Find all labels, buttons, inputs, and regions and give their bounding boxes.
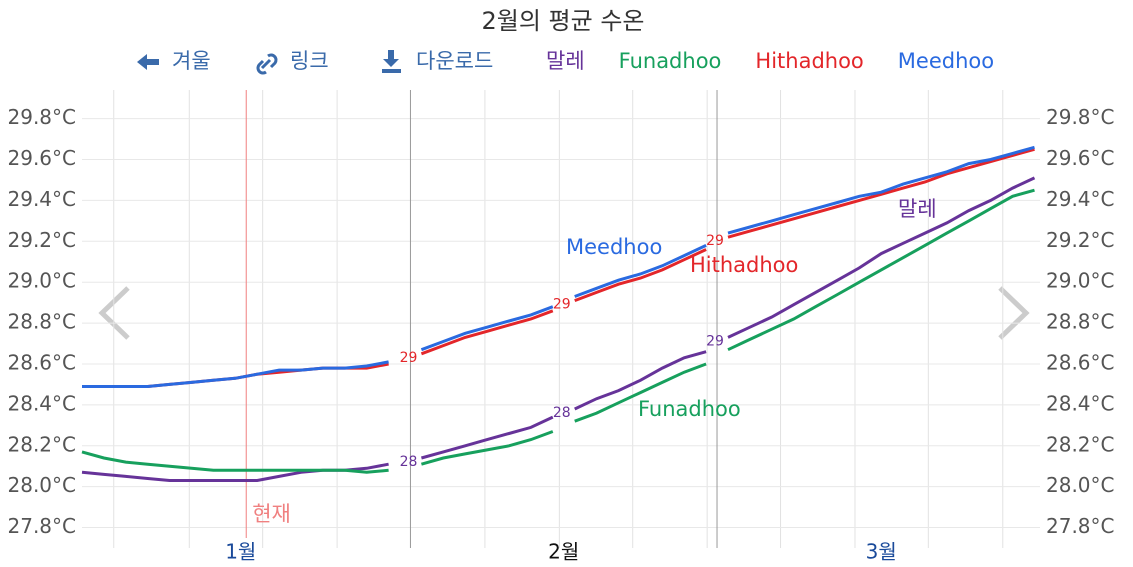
toolbar-download[interactable]: 다운로드 <box>416 49 493 73</box>
x-tick-label: 2월 <box>548 540 579 564</box>
now-label: 현재 <box>252 502 291 526</box>
y-tick-label-right: 28.6°C <box>1046 350 1115 374</box>
series-label: Funadhoo <box>638 397 741 421</box>
y-tick-label-right: 29.0°C <box>1046 269 1115 293</box>
x-tick-label: 1월 <box>225 540 256 564</box>
chart-title: 2월의 평균 수온 <box>481 7 644 35</box>
y-tick-label: 28.0°C <box>8 473 77 497</box>
point-label: 29 <box>400 350 418 366</box>
toolbar-link[interactable]: 링크 <box>290 49 329 73</box>
y-tick-label-right: 28.8°C <box>1046 310 1115 334</box>
point-label: 29 <box>706 333 724 349</box>
point-label: 28 <box>553 405 571 421</box>
y-tick-label: 28.8°C <box>8 310 77 334</box>
series-line <box>82 147 1035 388</box>
x-tick-label: 3월 <box>866 540 897 564</box>
y-tick-label-right: 28.0°C <box>1046 473 1115 497</box>
point-label: 28 <box>400 454 418 470</box>
y-tick-label: 28.4°C <box>8 391 77 415</box>
point-label: 29 <box>553 297 571 313</box>
legend-entry: 말레 <box>546 49 585 73</box>
y-tick-label-right: 29.6°C <box>1046 146 1115 170</box>
series-line <box>81 176 1036 482</box>
y-tick-label-right: 28.2°C <box>1046 432 1115 456</box>
legend-entry: Meedhoo <box>898 49 994 73</box>
back-icon[interactable] <box>137 54 159 70</box>
y-tick-label-right: 29.4°C <box>1046 187 1115 211</box>
series-line <box>82 145 1035 388</box>
download-icon[interactable] <box>382 50 401 73</box>
y-tick-label-right: 29.2°C <box>1046 228 1115 252</box>
y-tick-label: 28.2°C <box>8 432 77 456</box>
prev-arrow[interactable] <box>98 286 130 340</box>
series-label: Meedhoo <box>566 235 662 259</box>
y-tick-label-right: 27.8°C <box>1046 514 1115 538</box>
y-tick-label-right: 28.4°C <box>1046 391 1115 415</box>
y-tick-label: 28.6°C <box>8 350 77 374</box>
y-tick-label: 29.6°C <box>8 146 77 170</box>
toolbar: 겨울 링크 다운로드 <box>137 49 493 75</box>
link-icon[interactable] <box>256 53 278 75</box>
legend-entry: Hithadhoo <box>755 49 863 73</box>
y-tick-label: 29.4°C <box>8 187 77 211</box>
y-tick-label-right: 29.8°C <box>1046 105 1115 129</box>
y-tick-label: 29.8°C <box>8 105 77 129</box>
series-label: 말레 <box>898 197 937 221</box>
toolbar-back[interactable]: 겨울 <box>172 49 211 73</box>
y-tick-label: 29.2°C <box>8 228 77 252</box>
legend-entry: Funadhoo <box>619 49 722 73</box>
point-label: 29 <box>706 233 724 249</box>
series-label: Hithadhoo <box>690 253 798 277</box>
next-arrow[interactable] <box>998 286 1030 340</box>
y-tick-label: 27.8°C <box>8 514 77 538</box>
series-line <box>81 188 1035 474</box>
y-tick-label: 29.0°C <box>8 269 77 293</box>
